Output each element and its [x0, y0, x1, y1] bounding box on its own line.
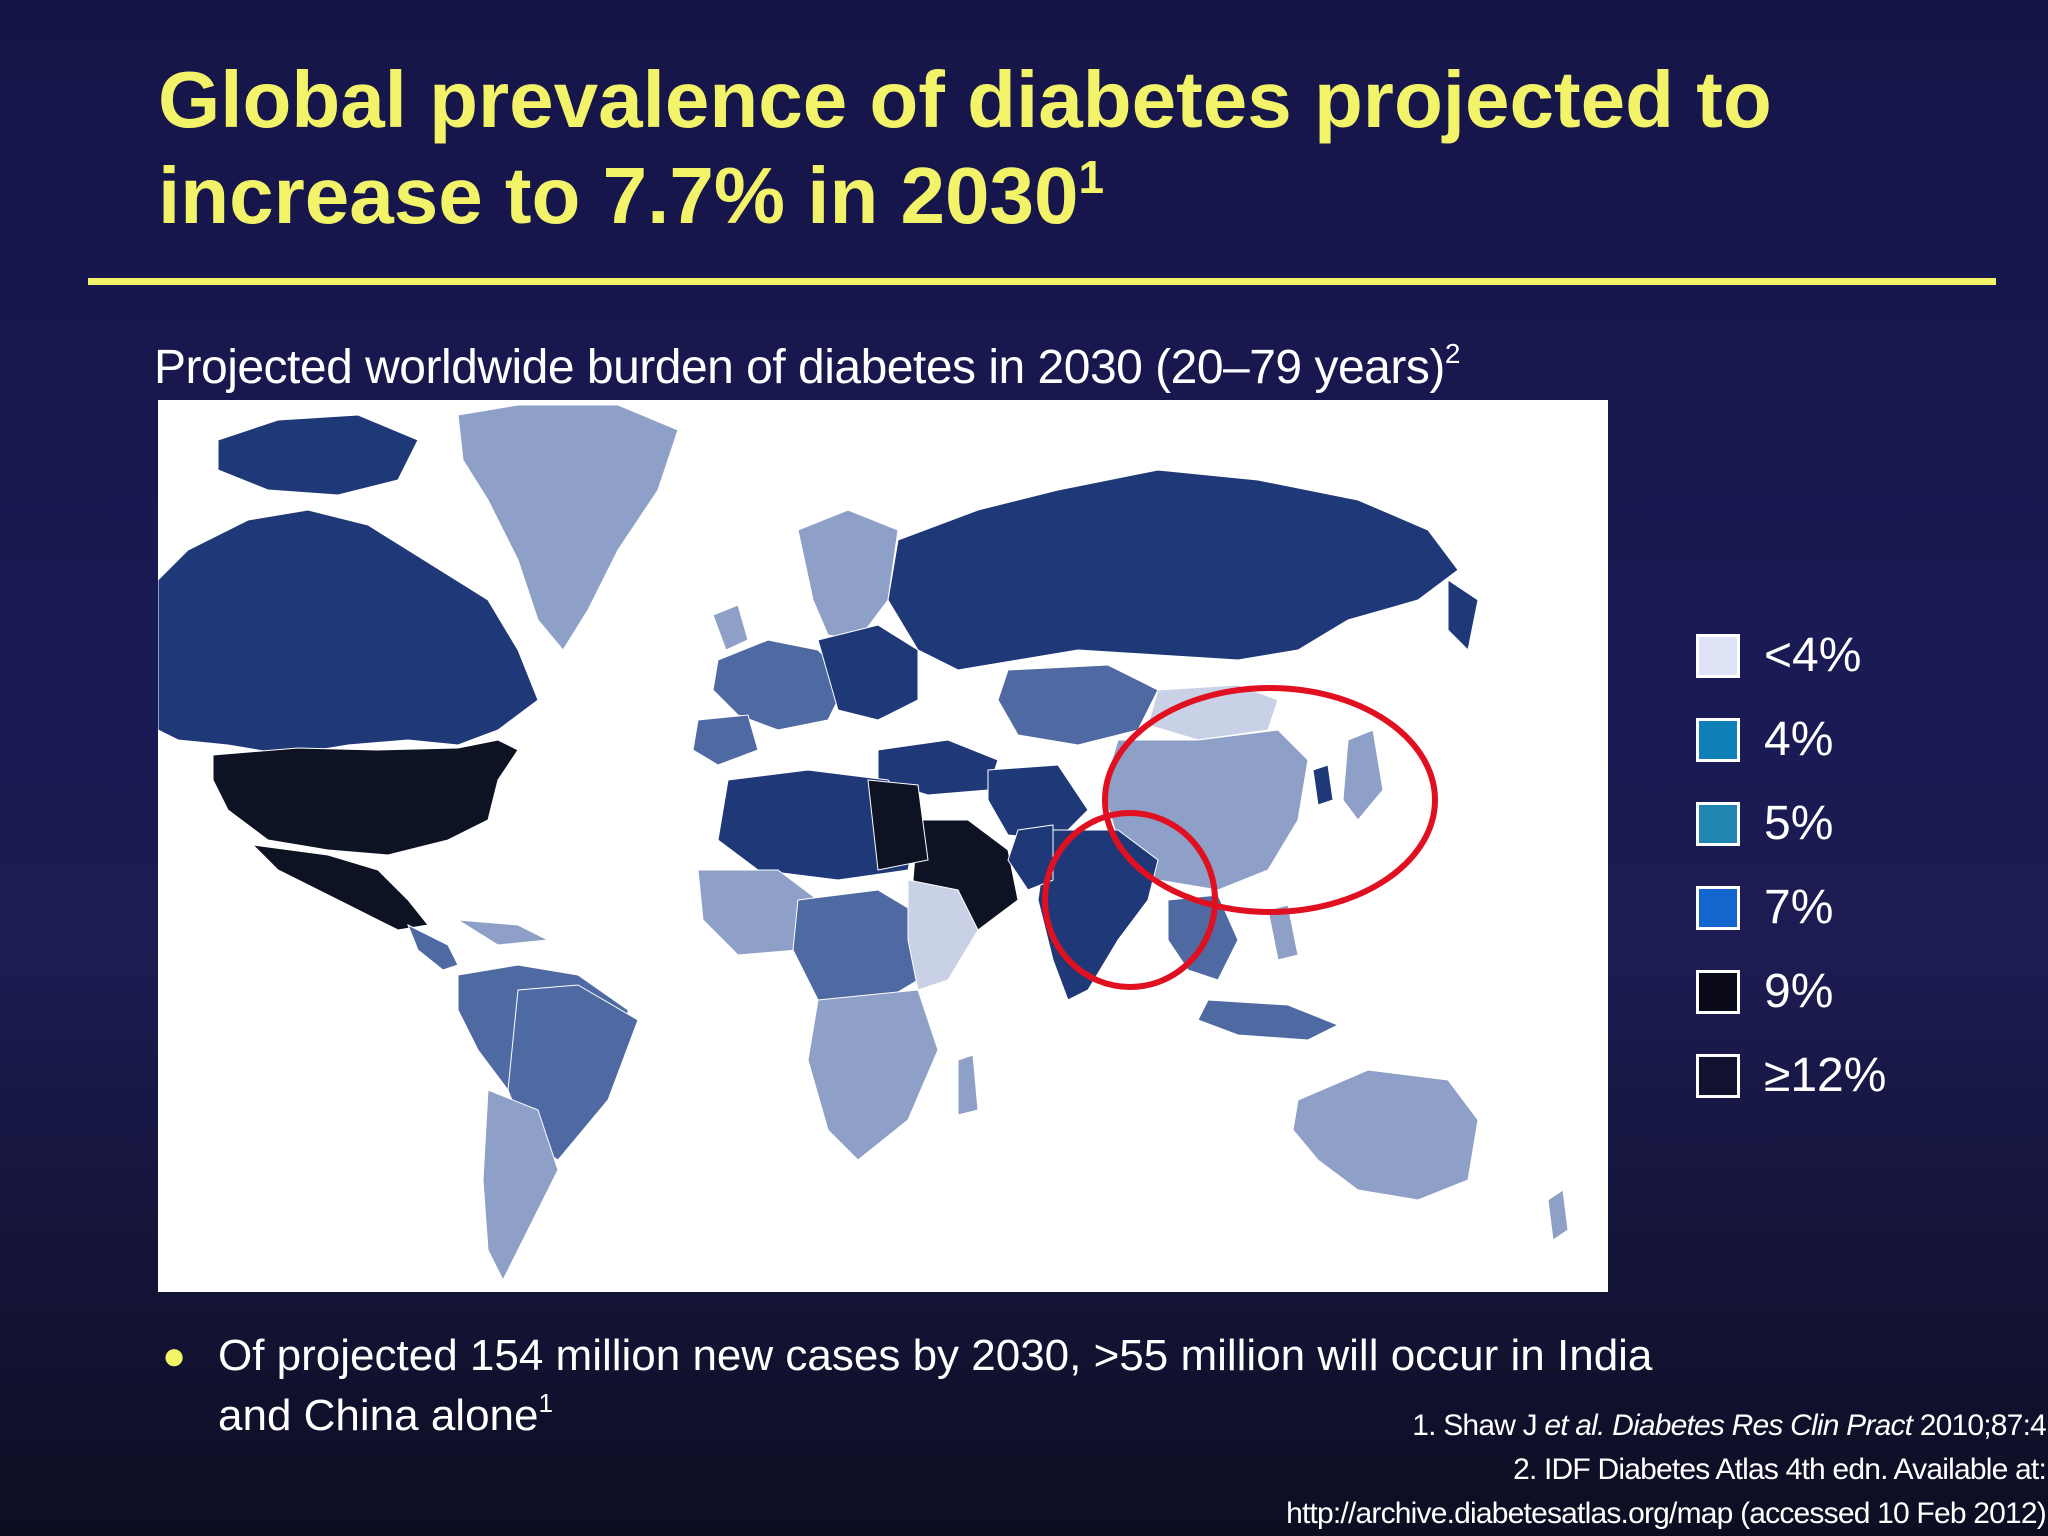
legend-item: 5% — [1696, 798, 1996, 882]
bullet-dot-icon: ● — [162, 1334, 187, 1378]
reference-2-line-1: 2. IDF Diabetes Atlas 4th edn. Available… — [1513, 1453, 2047, 1486]
reference-1-suffix: 2010;87:4 — [1912, 1409, 2047, 1442]
map-region-caribbean — [457, 919, 550, 946]
slide-title-text: Global prevalence of diabetes projected … — [158, 55, 1772, 240]
map-region-scandinavia — [797, 509, 899, 641]
map-region-canada — [158, 509, 539, 756]
bullet-footnote-marker: 1 — [538, 1388, 553, 1418]
world-map — [158, 400, 1608, 1292]
map-region-philippines — [1267, 904, 1299, 961]
bullet-text-body: Of projected 154 million new cases by 20… — [218, 1331, 1653, 1440]
map-region-kamchatka — [1447, 579, 1479, 652]
legend-item: 4% — [1696, 714, 1996, 798]
map-region-southeast-asia — [1167, 894, 1239, 981]
map-region-egypt-libya — [867, 779, 929, 871]
legend-item: ≥12% — [1696, 1050, 1996, 1134]
legend-item: 9% — [1696, 966, 1996, 1050]
legend-item: 7% — [1696, 882, 1996, 966]
map-region-indonesia — [1197, 999, 1340, 1041]
title-divider — [88, 278, 1996, 285]
legend-swatch-12-plus — [1696, 1054, 1740, 1098]
map-subtitle-text: Projected worldwide burden of diabetes i… — [154, 341, 1445, 394]
reference-1: 1. Shaw J et al. Diabetes Res Clin Pract… — [1046, 1404, 2047, 1448]
map-region-japan — [1342, 729, 1384, 821]
map-region-australia — [1292, 1069, 1479, 1201]
map-region-north-africa — [717, 769, 919, 881]
map-region-russia — [887, 469, 1459, 671]
legend-swatch-9 — [1696, 970, 1740, 1014]
map-region-arctic-islands — [217, 414, 419, 496]
map-subtitle: Projected worldwide burden of diabetes i… — [154, 340, 1460, 396]
legend-label: 7% — [1764, 881, 1834, 934]
references: 1. Shaw J et al. Diabetes Res Clin Pract… — [1046, 1404, 2047, 1536]
map-region-madagascar — [957, 1054, 979, 1116]
map-region-east-africa — [907, 879, 979, 991]
map-region-pakistan — [1007, 824, 1054, 891]
legend-label: 5% — [1764, 797, 1834, 850]
legend-label: 4% — [1764, 713, 1834, 766]
reference-1-prefix: 1. Shaw J — [1412, 1409, 1545, 1442]
highlight-circle-china — [1102, 685, 1438, 915]
slide-title: Global prevalence of diabetes projected … — [158, 52, 1978, 244]
map-region-europe-west — [712, 639, 849, 731]
legend-item: <4% — [1696, 630, 1996, 714]
highlight-circle-india — [1042, 810, 1218, 990]
reference-1-etal: et al. — [1544, 1409, 1605, 1442]
subtitle-footnote-marker: 2 — [1444, 338, 1461, 369]
reference-2-line-2: http://archive.diabetesatlas.org/map (ac… — [1286, 1497, 2047, 1530]
legend-swatch-5 — [1696, 802, 1740, 846]
world-map-svg — [158, 400, 1608, 1292]
title-footnote-marker: 1 — [1078, 151, 1105, 203]
legend-label: <4% — [1764, 629, 1862, 682]
legend-swatch-4 — [1696, 718, 1740, 762]
map-region-europe-east — [817, 624, 919, 721]
map-region-usa — [212, 739, 519, 856]
map-region-greenland — [457, 404, 679, 651]
map-region-new-zealand — [1547, 1189, 1569, 1241]
map-region-china — [1102, 729, 1309, 891]
map-region-uk — [712, 604, 749, 651]
map-region-central-asia — [997, 664, 1159, 746]
map-region-korea — [1312, 764, 1334, 806]
legend-swatch-7 — [1696, 886, 1740, 930]
legend-swatch-under-4 — [1696, 634, 1740, 678]
map-region-central-america — [407, 923, 459, 971]
map-region-south-america-south — [482, 1089, 559, 1282]
map-region-southern-africa — [807, 989, 939, 1161]
map-region-iberia — [692, 714, 759, 766]
legend-label: ≥12% — [1764, 1049, 1887, 1102]
reference-1-journal: Diabetes Res Clin Pract — [1604, 1409, 1913, 1442]
legend-label: 9% — [1764, 965, 1834, 1018]
map-legend: <4% 4% 5% 7% 9% ≥12% — [1696, 630, 1996, 1134]
bullet-text: Of projected 154 million new cases by 20… — [218, 1326, 1658, 1446]
